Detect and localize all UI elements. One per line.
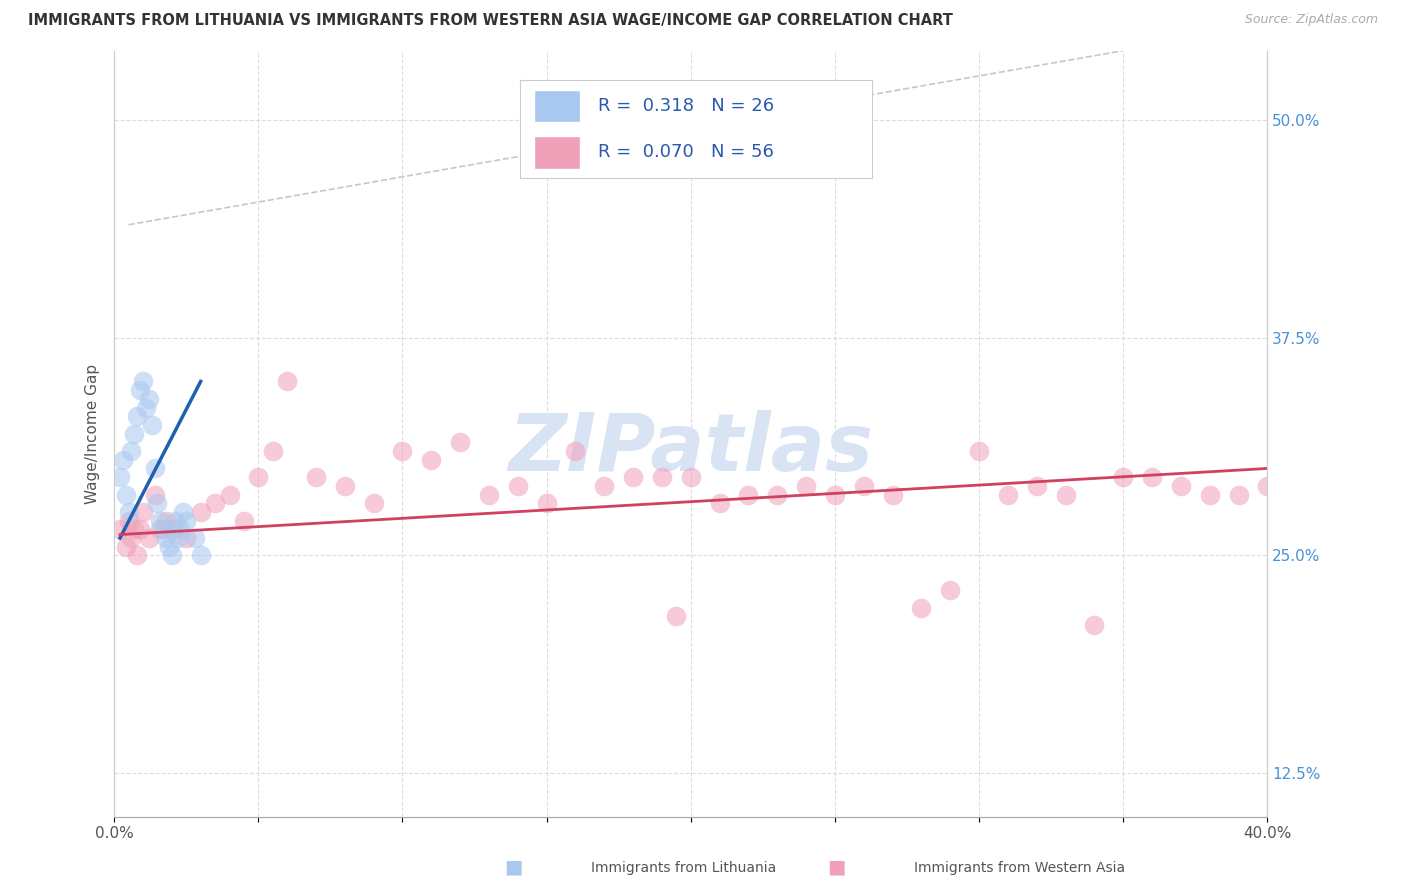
Point bbox=[1227, 487, 1250, 501]
Point bbox=[766, 487, 789, 501]
Point bbox=[449, 435, 471, 450]
Point bbox=[124, 522, 146, 536]
Point bbox=[1025, 479, 1047, 493]
Point bbox=[665, 609, 688, 624]
Point bbox=[1256, 479, 1278, 493]
Point bbox=[794, 479, 817, 493]
Point bbox=[155, 531, 177, 545]
Point bbox=[135, 401, 157, 415]
Point bbox=[160, 522, 183, 536]
Point bbox=[824, 487, 846, 501]
Point bbox=[114, 540, 136, 554]
Point bbox=[163, 514, 186, 528]
Point bbox=[391, 444, 413, 458]
Point bbox=[1054, 487, 1077, 501]
Point bbox=[506, 479, 529, 493]
Point bbox=[132, 375, 155, 389]
Point bbox=[1140, 470, 1163, 484]
Text: IMMIGRANTS FROM LITHUANIA VS IMMIGRANTS FROM WESTERN ASIA WAGE/INCOME GAP CORREL: IMMIGRANTS FROM LITHUANIA VS IMMIGRANTS … bbox=[28, 13, 953, 29]
Point bbox=[160, 549, 183, 563]
Point bbox=[232, 514, 254, 528]
Point bbox=[1198, 487, 1220, 501]
Text: ■: ■ bbox=[503, 857, 523, 876]
Point bbox=[852, 479, 875, 493]
Point bbox=[939, 583, 962, 598]
Point bbox=[172, 505, 194, 519]
Point bbox=[155, 514, 177, 528]
Point bbox=[997, 487, 1019, 501]
Point bbox=[190, 505, 212, 519]
Point bbox=[121, 444, 143, 458]
Text: R =  0.070   N = 56: R = 0.070 N = 56 bbox=[598, 143, 773, 161]
Point bbox=[737, 487, 759, 501]
FancyBboxPatch shape bbox=[534, 90, 581, 122]
Point bbox=[117, 505, 139, 519]
Point bbox=[146, 496, 169, 510]
Point bbox=[247, 470, 270, 484]
Point bbox=[149, 522, 172, 536]
Point bbox=[129, 383, 152, 397]
Point bbox=[166, 531, 188, 545]
Point bbox=[420, 452, 443, 467]
Point bbox=[882, 487, 904, 501]
Point bbox=[709, 496, 731, 510]
Point bbox=[262, 444, 284, 458]
Point bbox=[564, 444, 586, 458]
Y-axis label: Wage/Income Gap: Wage/Income Gap bbox=[86, 364, 100, 504]
Point bbox=[127, 409, 149, 424]
Point bbox=[190, 549, 212, 563]
Point bbox=[204, 496, 226, 510]
Point bbox=[1112, 470, 1135, 484]
Point bbox=[127, 549, 149, 563]
Point bbox=[138, 392, 160, 406]
Point bbox=[141, 417, 163, 432]
Point bbox=[1083, 618, 1105, 632]
Text: ■: ■ bbox=[827, 857, 846, 876]
Point bbox=[138, 531, 160, 545]
Point bbox=[1170, 479, 1192, 493]
Point bbox=[679, 470, 702, 484]
Text: ZIPatlas: ZIPatlas bbox=[508, 410, 873, 488]
Point bbox=[174, 514, 197, 528]
Point bbox=[593, 479, 616, 493]
Point bbox=[111, 452, 134, 467]
Point bbox=[117, 514, 139, 528]
Point bbox=[536, 496, 558, 510]
Point bbox=[108, 470, 131, 484]
Point bbox=[333, 479, 356, 493]
Point bbox=[478, 487, 501, 501]
Text: Source: ZipAtlas.com: Source: ZipAtlas.com bbox=[1244, 13, 1378, 27]
Point bbox=[276, 375, 298, 389]
Text: R =  0.318   N = 26: R = 0.318 N = 26 bbox=[598, 97, 773, 115]
Point bbox=[129, 522, 152, 536]
Point bbox=[149, 514, 172, 528]
Point bbox=[124, 426, 146, 441]
Point bbox=[143, 487, 166, 501]
Point bbox=[218, 487, 240, 501]
Text: Immigrants from Western Asia: Immigrants from Western Asia bbox=[914, 862, 1125, 875]
Point bbox=[305, 470, 328, 484]
Point bbox=[121, 531, 143, 545]
Text: Immigrants from Lithuania: Immigrants from Lithuania bbox=[591, 862, 776, 875]
FancyBboxPatch shape bbox=[534, 136, 581, 169]
Point bbox=[967, 444, 990, 458]
Point bbox=[621, 470, 644, 484]
Point bbox=[184, 531, 207, 545]
Point bbox=[363, 496, 385, 510]
Point bbox=[651, 470, 673, 484]
Point bbox=[169, 522, 191, 536]
Point bbox=[114, 487, 136, 501]
Point bbox=[152, 522, 174, 536]
Point bbox=[143, 461, 166, 475]
Point bbox=[132, 505, 155, 519]
Point bbox=[174, 531, 197, 545]
Point bbox=[157, 540, 180, 554]
Point bbox=[108, 522, 131, 536]
Point bbox=[910, 600, 932, 615]
